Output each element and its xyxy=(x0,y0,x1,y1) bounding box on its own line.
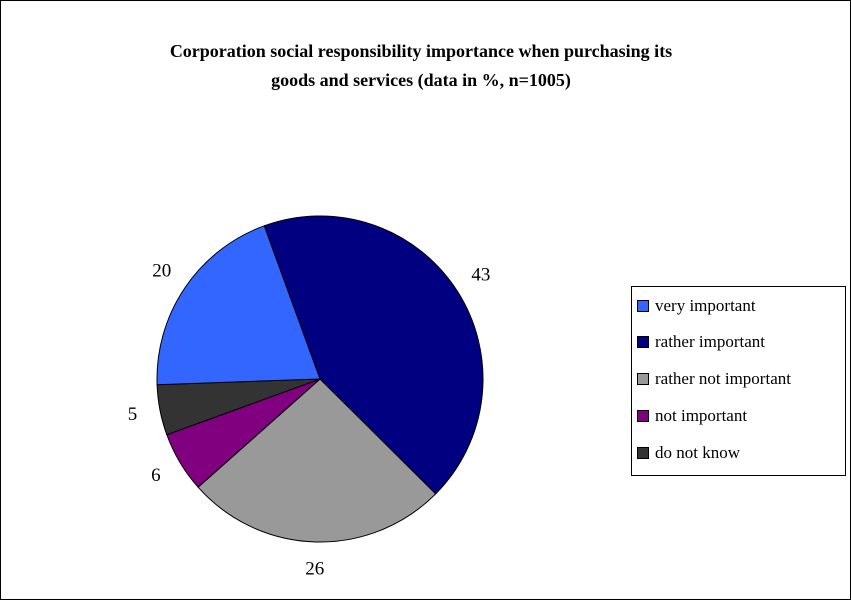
pie-slices xyxy=(156,215,484,543)
pie-slice-rather-not-important xyxy=(197,378,437,543)
data-label-not-important: 6 xyxy=(151,465,161,486)
legend-label-do-not-know: do not know xyxy=(655,443,740,462)
chart-title: Corporation social responsibility import… xyxy=(169,41,673,90)
legend-label-very-important: very important xyxy=(655,296,756,315)
legend-entry-rather-not-important: rather not important xyxy=(637,364,791,394)
data-label-do-not-know: 5 xyxy=(128,404,138,425)
pie-slice-very-important xyxy=(156,225,321,386)
legend-swatch-very-important xyxy=(637,300,649,312)
legend-entry-rather-important: rather important xyxy=(637,327,765,357)
pie-data-labels: 43 26 6 5 20 xyxy=(128,261,491,580)
legend-label-rather-not-important: rather not important xyxy=(655,369,791,388)
pie-slice-rather-important xyxy=(263,215,484,495)
legend-entry-do-not-know: do not know xyxy=(637,438,740,468)
data-label-rather-important: 43 xyxy=(471,264,490,285)
legend-label-rather-important: rather important xyxy=(655,332,765,351)
legend-entry-very-important: very important xyxy=(637,291,756,321)
data-label-rather-not-important: 26 xyxy=(305,558,324,579)
legend-swatch-do-not-know xyxy=(637,447,649,459)
legend-swatch-rather-important xyxy=(637,336,649,348)
legend-entry-not-important: not important xyxy=(637,401,747,431)
chart-legend: very important rather important rather n… xyxy=(631,286,846,476)
legend-swatch-not-important xyxy=(637,410,649,422)
legend-swatch-rather-not-important xyxy=(637,373,649,385)
data-label-very-important: 20 xyxy=(152,261,171,282)
legend-label-not-important: not important xyxy=(655,406,748,425)
